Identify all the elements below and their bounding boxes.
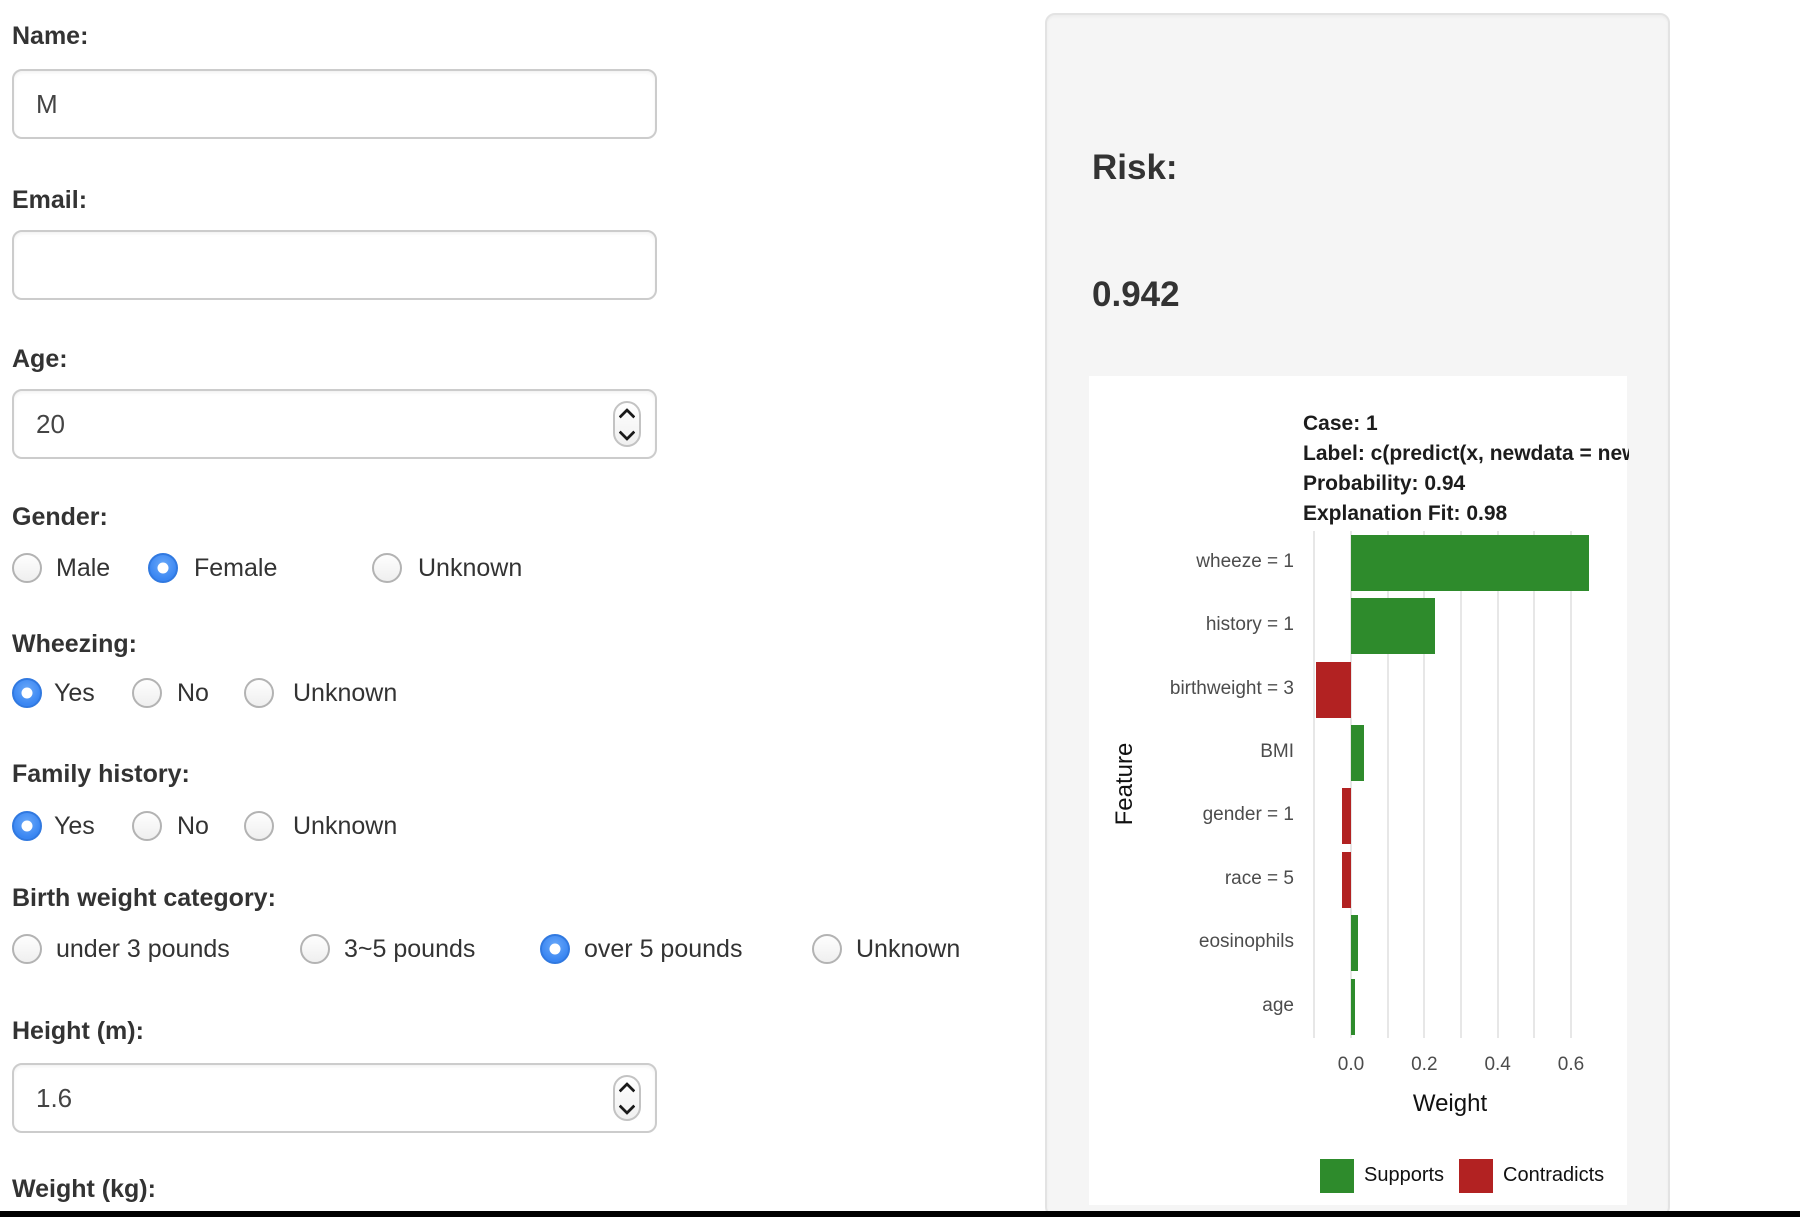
bar-history-1 <box>1351 598 1436 655</box>
chart-header-line-2: Probability: 0.94 <box>1303 472 1466 495</box>
risk-heading: Risk: <box>1092 148 1178 187</box>
height-field[interactable]: 1.6 <box>12 1063 657 1133</box>
birth-weight-radio-group: under 3 pounds 3~5 pounds over 5 pounds Unk… <box>0 934 1030 964</box>
wheezing-radio-1[interactable] <box>132 678 162 708</box>
birth-weight-radio-label-3[interactable]: Unknown <box>856 935 961 963</box>
height-stepper[interactable] <box>613 1075 641 1121</box>
gridline-x-0.6 <box>1570 531 1573 1038</box>
wheezing-radio-label-0[interactable]: Yes <box>54 679 95 707</box>
field-label-name: Name: <box>12 22 89 50</box>
wheezing-radio-0-selected[interactable] <box>12 678 42 708</box>
gender-radio-2[interactable] <box>372 553 402 583</box>
field-label-height: Height (m): <box>12 1017 144 1045</box>
field-label-wheezing: Wheezing: <box>12 630 137 658</box>
feature-label: eosinophils <box>1198 931 1294 953</box>
wheezing-radio-label-2[interactable]: Unknown <box>293 679 398 707</box>
name-field[interactable]: M <box>12 69 657 139</box>
gender-radio-label-1[interactable]: Female <box>194 554 278 582</box>
field-label-family-history: Family history: <box>12 760 190 788</box>
legend-swatch-contradicts <box>1459 1159 1493 1193</box>
birth-weight-radio-label-0[interactable]: under 3 pounds <box>56 935 230 963</box>
chart-header: Case: 1 Label: c(predict(x, newdata = new… <box>1303 409 1629 529</box>
family-history-radio-2[interactable] <box>244 811 274 841</box>
gridline-x-0.1 <box>1386 531 1389 1038</box>
screenshot-bottom-edge <box>0 1211 1800 1217</box>
gridline-x-0.4 <box>1496 531 1499 1038</box>
birth-weight-radio-label-1[interactable]: 3~5 pounds <box>344 935 476 963</box>
birth-weight-radio-0[interactable] <box>12 934 42 964</box>
y-axis-title: Feature <box>1111 742 1138 826</box>
chevron-up-icon[interactable] <box>618 407 636 425</box>
chart-header-line-0: Case: 1 <box>1303 412 1378 435</box>
bar-gender-1 <box>1341 788 1351 845</box>
wheezing-radio-label-1[interactable]: No <box>177 679 209 707</box>
family-history-radio-0-selected[interactable] <box>12 811 42 841</box>
feature-label: age <box>1262 994 1294 1016</box>
legend-label: Contradicts <box>1503 1164 1605 1186</box>
feature-label: wheeze = 1 <box>1196 550 1294 572</box>
age-field[interactable]: 20 <box>12 389 657 459</box>
age-stepper[interactable] <box>613 401 641 447</box>
chevron-up-icon[interactable] <box>618 1081 636 1099</box>
field-label-age: Age: <box>12 345 68 373</box>
bar-birthweight-3 <box>1316 661 1351 718</box>
gender-radio-label-2[interactable]: Unknown <box>418 554 523 582</box>
birth-weight-radio-2-selected[interactable] <box>540 934 570 964</box>
family-history-radio-label-2[interactable]: Unknown <box>293 812 398 840</box>
legend-swatch-supports <box>1320 1159 1354 1193</box>
email-field[interactable] <box>12 230 657 300</box>
age-field-value: 20 <box>36 408 65 439</box>
family-history-radio-label-1[interactable]: No <box>177 812 209 840</box>
feature-label: history = 1 <box>1205 614 1294 636</box>
gridline-x-0 <box>1350 531 1352 1038</box>
wheezing-radio-2[interactable] <box>244 678 274 708</box>
gridline-x-0.3 <box>1460 531 1462 1038</box>
bar-race-5 <box>1341 851 1351 908</box>
bar-wheeze-1 <box>1351 534 1590 591</box>
patient-form: Name: M Email: Age: 20 Gender: Male Female Unkno… <box>0 0 1040 1217</box>
bar-eosinophils <box>1351 915 1359 972</box>
family-history-radio-1[interactable] <box>132 811 162 841</box>
family-history-radio-label-0[interactable]: Yes <box>54 812 95 840</box>
birth-weight-radio-label-2[interactable]: over 5 pounds <box>584 935 743 963</box>
feature-label: BMI <box>1260 740 1294 762</box>
family-history-radio-group: Yes No Unknown <box>0 811 1030 841</box>
gender-radio-1-selected[interactable] <box>148 553 178 583</box>
x-tick-label: 0.0 <box>1337 1054 1365 1075</box>
x-tick-label: 0.6 <box>1557 1054 1585 1075</box>
gridline-x-0.5 <box>1533 531 1536 1038</box>
chevron-down-icon[interactable] <box>618 423 636 441</box>
name-field-value: M <box>36 88 58 119</box>
gridline-x--0.1 <box>1313 531 1316 1038</box>
height-field-value: 1.6 <box>36 1082 73 1113</box>
feature-label: birthweight = 3 <box>1169 677 1294 699</box>
risk-value: 0.942 <box>1092 275 1180 314</box>
x-axis-title: Weight <box>1412 1090 1488 1117</box>
gridline-x-0.2 <box>1423 531 1426 1038</box>
chart-header-line-1: Label: c(predict(x, newdata = new <box>1303 442 1629 465</box>
lime-explanation-plot: Case: 1 Label: c(predict(x, newdata = new… <box>1089 376 1629 1205</box>
birth-weight-radio-3[interactable] <box>812 934 842 964</box>
gender-radio-group: Male Female Unknown <box>0 553 1030 583</box>
field-label-weight: Weight (kg): <box>12 1175 156 1203</box>
gender-radio-label-0[interactable]: Male <box>56 554 111 582</box>
chart-header-line-3: Explanation Fit: 0.98 <box>1303 502 1508 525</box>
wheezing-radio-group: Yes No Unknown <box>0 678 1030 708</box>
x-tick-label: 0.4 <box>1484 1054 1511 1075</box>
chevron-down-icon[interactable] <box>618 1097 636 1115</box>
bar-age <box>1351 978 1355 1035</box>
feature-label: race = 5 <box>1224 867 1294 889</box>
x-tick-label: 0.2 <box>1411 1054 1438 1075</box>
field-label-email: Email: <box>12 186 88 214</box>
feature-label: gender = 1 <box>1202 804 1294 826</box>
legend-label: Supports <box>1364 1164 1445 1186</box>
gender-radio-0[interactable] <box>12 553 42 583</box>
field-label-gender: Gender: <box>12 503 108 531</box>
bar-BMI <box>1351 724 1364 781</box>
birth-weight-radio-1[interactable] <box>300 934 330 964</box>
field-label-birth-weight: Birth weight category: <box>12 884 276 912</box>
